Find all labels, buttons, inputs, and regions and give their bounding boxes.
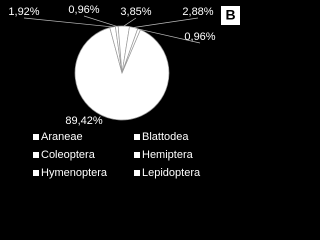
leader-line — [23, 17, 113, 28]
legend-label: Coleoptera — [41, 149, 96, 161]
legend-marker — [33, 152, 39, 158]
legend-label: Blattodea — [142, 131, 189, 143]
data-label: 89,42% — [65, 115, 103, 127]
data-label: 0,96% — [68, 4, 99, 16]
panel-label-box — [221, 6, 240, 25]
legend-marker — [33, 170, 39, 176]
legend-label: Lepidoptera — [142, 167, 201, 179]
legend-label: Hemiptera — [142, 149, 194, 161]
legend-label: Hymenoptera — [41, 167, 108, 179]
leader-line — [138, 28, 201, 44]
leader-line — [83, 15, 117, 27]
chart: B 89,42% 1,92% 0,96% 3,85% 2,88% 0,96% Araneae… — [8, 3, 240, 179]
chart-title: B — [225, 7, 235, 23]
data-label: 3,85% — [120, 6, 151, 18]
leader-line — [123, 17, 137, 27]
data-label: 2,88% — [182, 6, 213, 18]
leader-line — [133, 17, 199, 28]
legend-marker — [134, 152, 140, 158]
data-label: 1,92% — [8, 6, 39, 18]
legend-label: Araneae — [41, 131, 83, 143]
pie-slice — [74, 27, 170, 121]
legend-marker — [134, 134, 140, 140]
data-label: 0,96% — [184, 31, 215, 43]
legend-marker — [33, 134, 39, 140]
legend-marker — [134, 170, 140, 176]
